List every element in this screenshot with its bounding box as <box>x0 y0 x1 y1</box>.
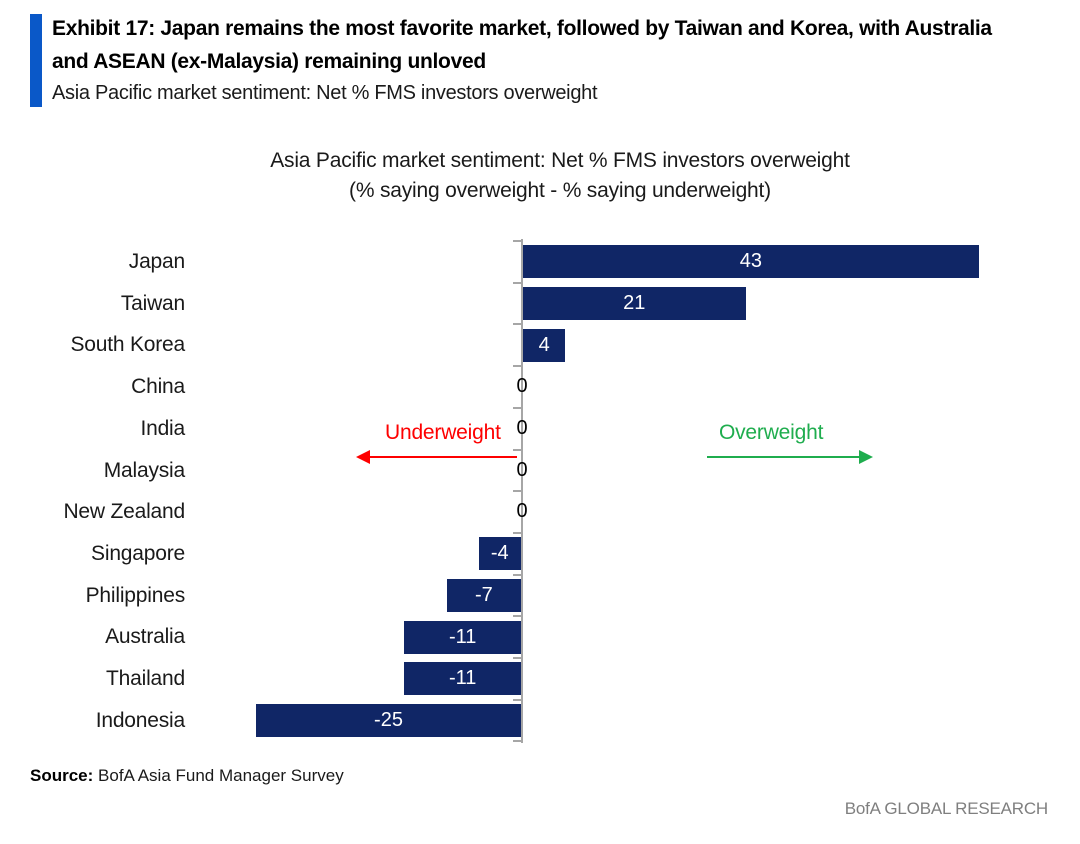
bar-value-label: -11 <box>448 667 477 690</box>
bar-value-label: 21 <box>623 292 646 315</box>
bar-philippines: -7 <box>446 578 521 612</box>
category-label-new-zealand: New Zealand <box>63 500 185 524</box>
bar-value-label: -25 <box>374 709 403 732</box>
bar-south-korea: 4 <box>523 328 566 362</box>
axis-tick <box>513 531 521 534</box>
category-label-south-korea: South Korea <box>70 333 185 357</box>
axis-tick <box>513 448 521 451</box>
bar-thailand: -11 <box>404 662 521 696</box>
axis-tick <box>513 365 521 368</box>
bar-singapore: -4 <box>478 537 521 571</box>
bar-value-label: -11 <box>448 625 477 648</box>
axis-tick <box>513 657 521 659</box>
source-label: Source: <box>30 766 94 785</box>
category-label-china: China <box>131 375 185 399</box>
zero-value-label-china: 0 <box>516 375 528 398</box>
overweight-arrowhead-icon <box>859 450 873 464</box>
category-label-japan: Japan <box>128 250 185 273</box>
category-label-india: India <box>140 416 185 440</box>
category-label-indonesia: Indonesia <box>95 708 185 732</box>
bar-value-label: -7 <box>474 583 493 606</box>
axis-tick <box>513 698 521 701</box>
bar-australia: -11 <box>404 620 521 654</box>
axis-tick <box>513 281 521 284</box>
category-label-taiwan: Taiwan <box>120 291 185 315</box>
underweight-arrowline <box>368 456 517 458</box>
bar-japan: 43 <box>523 245 979 279</box>
axis-tick <box>513 323 521 326</box>
source-text: BofA Asia Fund Manager Survey <box>93 766 344 785</box>
exhibit-header: Exhibit 17: Japan remains the most favor… <box>52 12 1052 109</box>
source-row: Source: BofA Asia Fund Manager Survey <box>30 766 344 786</box>
category-label-australia: Australia <box>105 625 185 649</box>
underweight-arrow-icon <box>356 450 517 464</box>
overweight-arrowline <box>707 456 861 458</box>
axis-tick <box>513 615 521 618</box>
zero-value-label-new-zealand: 0 <box>516 500 528 523</box>
chart-title-line1: Asia Pacific market sentiment: Net % FMS… <box>270 149 850 172</box>
exhibit-title-line1: Exhibit 17: Japan remains the most favor… <box>52 17 992 40</box>
axis-tick <box>513 490 521 493</box>
bar-value-label: 4 <box>538 333 550 356</box>
category-label-thailand: Thailand <box>106 667 185 690</box>
overweight-label: Overweight <box>719 421 824 444</box>
axis-tick <box>513 740 521 743</box>
bar-value-label: -4 <box>490 542 509 565</box>
underweight-arrowhead-icon <box>356 450 370 464</box>
bar-value-label: 43 <box>739 250 763 273</box>
brand-footer: BofA GLOBAL RESEARCH <box>844 799 1048 818</box>
zero-value-label-malaysia: 0 <box>516 458 528 481</box>
category-label-singapore: Singapore <box>91 541 185 565</box>
category-label-malaysia: Malaysia <box>103 458 185 482</box>
overweight-arrow-icon <box>707 450 873 464</box>
exhibit-title-line2: and ASEAN (ex-Malaysia) remaining unlove… <box>52 50 486 73</box>
axis-tick <box>513 573 521 576</box>
value-axis-line <box>521 239 523 743</box>
exhibit-subtitle: Asia Pacific market sentiment: Net % FMS… <box>52 82 598 104</box>
chart-title: Asia Pacific market sentiment: Net % FMS… <box>60 146 1060 206</box>
bar-indonesia: -25 <box>256 704 521 738</box>
axis-tick <box>513 406 521 409</box>
category-label-philippines: Philippines <box>85 583 186 607</box>
underweight-label: Underweight <box>385 421 501 444</box>
exhibit-accent-bar <box>30 14 42 107</box>
zero-value-label-india: 0 <box>516 416 528 439</box>
bar-taiwan: 21 <box>523 287 746 321</box>
axis-tick <box>513 240 521 242</box>
chart-title-line2: (% saying overweight - % saying underwei… <box>349 179 771 202</box>
